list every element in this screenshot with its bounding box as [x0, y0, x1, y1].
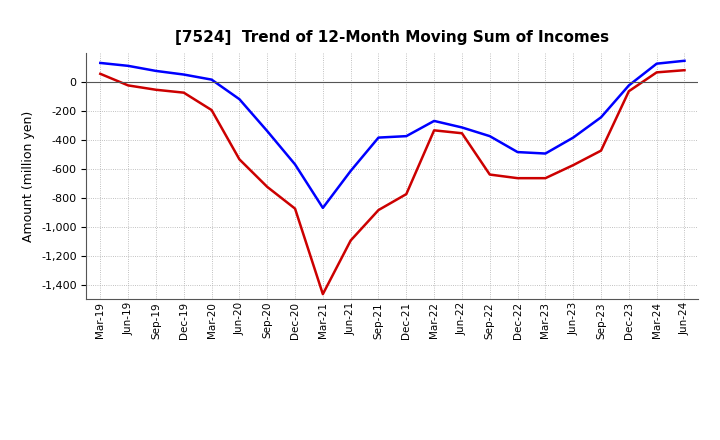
Ordinary Income	[513, 150, 522, 155]
Net Income	[96, 71, 104, 77]
Ordinary Income	[346, 168, 355, 173]
Net Income	[652, 70, 661, 75]
Ordinary Income	[291, 162, 300, 167]
Ordinary Income	[235, 96, 243, 102]
Line: Net Income: Net Income	[100, 70, 685, 294]
Title: [7524]  Trend of 12-Month Moving Sum of Incomes: [7524] Trend of 12-Month Moving Sum of I…	[176, 29, 609, 45]
Net Income	[624, 88, 633, 94]
Net Income	[458, 131, 467, 136]
Ordinary Income	[402, 133, 410, 139]
Ordinary Income	[96, 60, 104, 66]
Net Income	[235, 157, 243, 162]
Ordinary Income	[597, 115, 606, 120]
Net Income	[513, 176, 522, 181]
Ordinary Income	[458, 125, 467, 130]
Net Income	[346, 238, 355, 243]
Net Income	[541, 176, 550, 181]
Ordinary Income	[179, 72, 188, 77]
Net Income	[597, 148, 606, 153]
Ordinary Income	[485, 133, 494, 139]
Net Income	[485, 172, 494, 177]
Net Income	[374, 207, 383, 213]
Net Income	[680, 68, 689, 73]
Net Income	[430, 128, 438, 133]
Net Income	[179, 90, 188, 95]
Ordinary Income	[124, 63, 132, 69]
Ordinary Income	[374, 135, 383, 140]
Ordinary Income	[652, 61, 661, 66]
Net Income	[318, 291, 327, 297]
Line: Ordinary Income: Ordinary Income	[100, 61, 685, 208]
Ordinary Income	[152, 68, 161, 73]
Ordinary Income	[207, 77, 216, 82]
Net Income	[569, 162, 577, 168]
Ordinary Income	[624, 83, 633, 88]
Y-axis label: Amount (million yen): Amount (million yen)	[22, 110, 35, 242]
Ordinary Income	[318, 205, 327, 210]
Net Income	[152, 87, 161, 92]
Ordinary Income	[263, 128, 271, 134]
Net Income	[291, 206, 300, 211]
Net Income	[402, 191, 410, 197]
Ordinary Income	[541, 151, 550, 156]
Net Income	[124, 83, 132, 88]
Ordinary Income	[430, 118, 438, 124]
Net Income	[263, 184, 271, 190]
Net Income	[207, 107, 216, 113]
Ordinary Income	[680, 58, 689, 63]
Ordinary Income	[569, 135, 577, 140]
